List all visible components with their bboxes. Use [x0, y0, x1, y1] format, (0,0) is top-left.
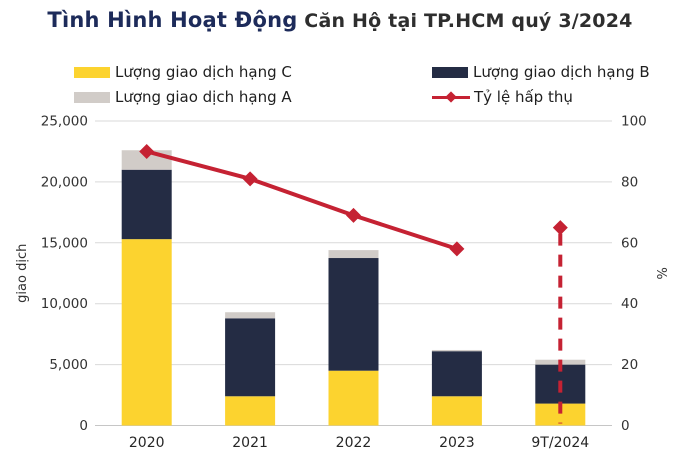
legend-item-absorption: Tỷ lệ hấp thụ: [432, 87, 573, 107]
legend-label: Tỷ lệ hấp thụ: [474, 88, 573, 106]
x-axis-category-label: 2021: [232, 435, 268, 451]
left-axis-title: giao dịch: [15, 244, 30, 303]
right-axis-tick-label: 40: [621, 296, 638, 312]
bar-segment-class_a: [225, 312, 276, 319]
legend-swatch-class-b: [432, 66, 468, 78]
legend-item-class-a: Lượng giao dịch hạng A: [74, 87, 292, 107]
legend-label: Lượng giao dịch hạng C: [115, 63, 292, 81]
legend-swatch-class-a: [74, 91, 110, 103]
right-axis-tick-label: 80: [621, 174, 638, 190]
x-axis-category-label: 2022: [336, 435, 372, 451]
diamond-marker-icon: [346, 207, 361, 223]
left-axis-tick-label: 10,000: [41, 296, 88, 312]
right-axis-title: %: [656, 267, 671, 279]
left-axis-tick-label: 0: [79, 418, 88, 434]
bar-segment-class_b: [431, 351, 482, 397]
right-axis-tick-label: 60: [621, 235, 638, 251]
left-axis-tick-label: 20,000: [41, 174, 88, 190]
bar-segment-class_b: [121, 169, 172, 240]
diamond-marker-icon: [552, 220, 568, 236]
combo-chart: 0 0 5,000 20 10,000 40 15,000 60 20,000 80 25,000 1…: [15, 114, 671, 452]
bar-segment-class_c: [535, 403, 586, 426]
x-axis-category-label: 9T/2024: [531, 435, 589, 451]
bar-segment-class_c: [225, 396, 276, 426]
x-axis-category-label: 2020: [129, 435, 165, 451]
bar-segment-class_a: [431, 349, 482, 352]
right-axis-tick-label: 100: [621, 114, 647, 130]
left-axis-tick-label: 25,000: [41, 114, 88, 130]
chart-title-rest: Căn Hộ tại TP.HCM quý 3/2024: [297, 10, 633, 32]
chart-title: Tình Hình Hoạt Động Căn Hộ tại TP.HCM qu…: [0, 8, 680, 32]
legend-line-marker-icon: [432, 90, 470, 103]
bar-segment-class_c: [431, 396, 482, 426]
right-axis-tick-label: 20: [621, 357, 638, 373]
right-axis-tick-label: 0: [621, 418, 630, 434]
diamond-marker-icon: [139, 143, 155, 159]
diamond-marker-icon: [449, 241, 465, 257]
x-axis-category-label: 2023: [439, 435, 475, 451]
legend-label: Lượng giao dịch hạng A: [115, 88, 292, 106]
legend-label: Lượng giao dịch hạng B: [473, 63, 650, 81]
bar-segment-class_b: [328, 258, 379, 371]
bar-segment-class_b: [225, 318, 276, 397]
legend-swatch-class-c: [74, 66, 110, 78]
bar-segment-class_a: [328, 250, 379, 259]
bar-segment-class_c: [328, 370, 379, 426]
left-axis-tick-label: 15,000: [41, 235, 88, 251]
absorption-line: [144, 149, 459, 251]
legend-item-class-b: Lượng giao dịch hạng B: [432, 62, 650, 82]
legend-item-class-c: Lượng giao dịch hạng C: [74, 62, 292, 82]
chart-title-accent: Tình Hình Hoạt Động: [47, 8, 298, 32]
bar-segment-class_c: [121, 239, 172, 426]
diamond-marker-icon: [242, 171, 258, 187]
left-axis-tick-label: 5,000: [49, 357, 88, 373]
